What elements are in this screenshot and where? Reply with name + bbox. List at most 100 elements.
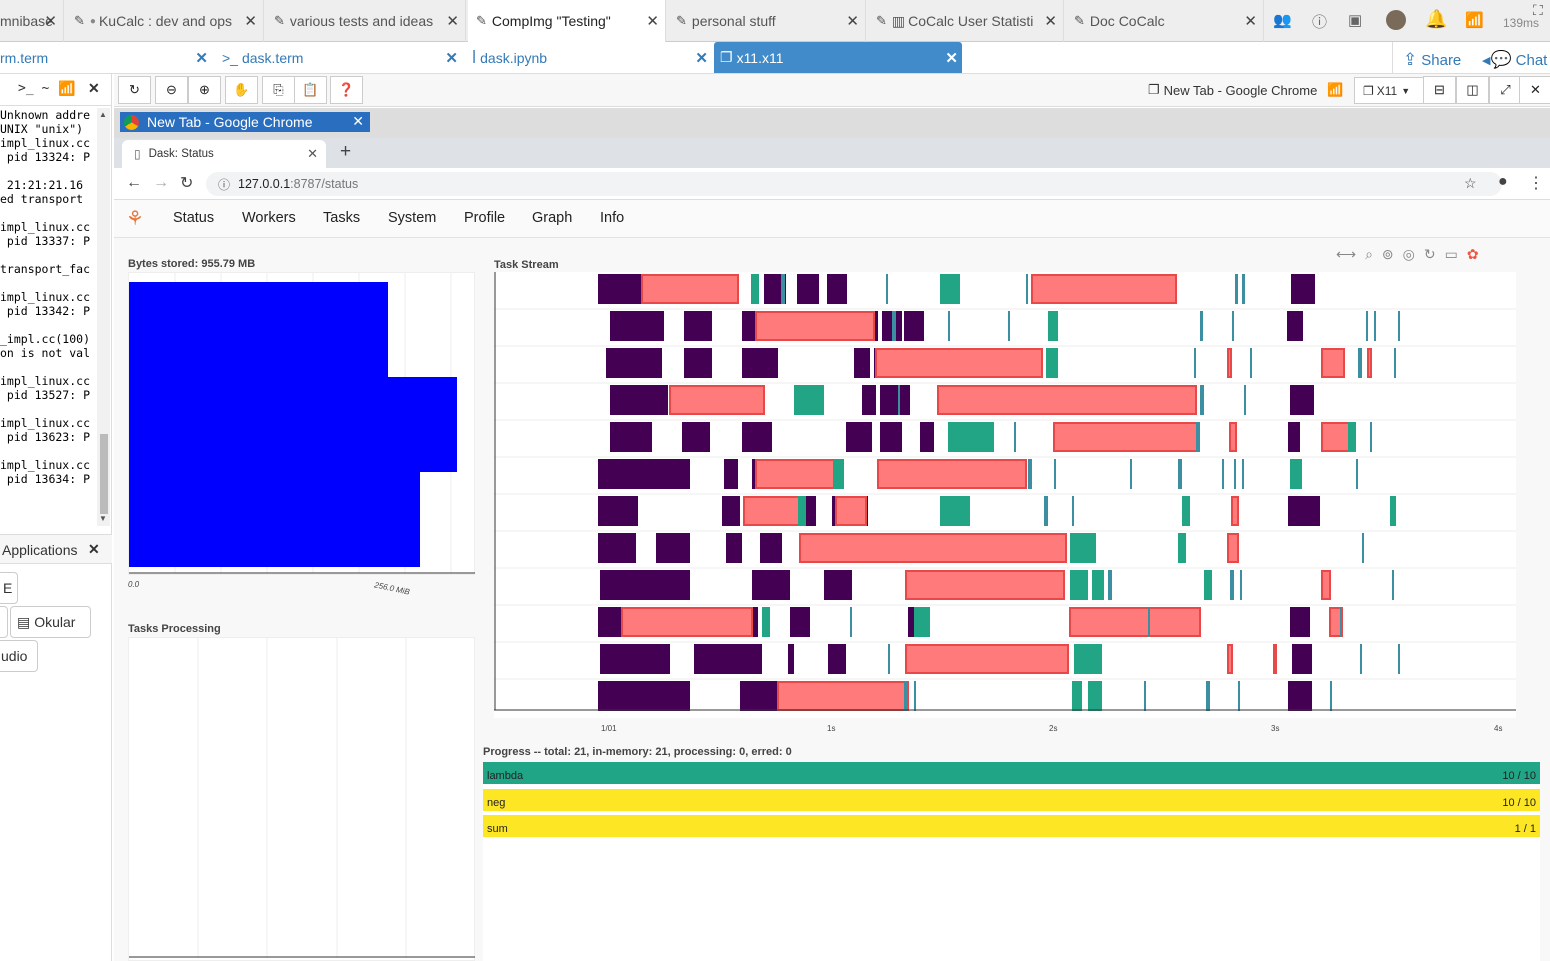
refresh-button[interactable]: ↻ [118, 76, 151, 104]
wheel-zoom-icon[interactable]: ⊚ [1381, 246, 1394, 262]
task-block[interactable] [1366, 311, 1368, 341]
task-block[interactable] [694, 644, 762, 674]
terminal-output[interactable]: Unknown addre UNIX "unix") impl_linux.cc… [0, 108, 91, 486]
task-block[interactable] [669, 385, 765, 415]
task-block[interactable] [1273, 644, 1277, 674]
nav-graph[interactable]: Graph [532, 210, 573, 226]
task-block[interactable] [755, 311, 875, 341]
task-block[interactable] [828, 644, 846, 674]
task-block[interactable] [1356, 459, 1358, 489]
task-block[interactable] [824, 570, 852, 600]
task-block[interactable] [1244, 385, 1246, 415]
task-block[interactable] [1072, 681, 1082, 711]
task-block[interactable] [940, 496, 970, 526]
task-block[interactable] [606, 348, 662, 378]
close-frame-button[interactable]: ✕ [1519, 76, 1550, 104]
task-block[interactable] [1070, 570, 1088, 600]
x11-window-selector[interactable]: ❐ X11 ▼ [1354, 77, 1424, 104]
task-block[interactable] [875, 348, 1043, 378]
task-block[interactable] [1291, 274, 1315, 304]
task-block[interactable] [892, 311, 896, 341]
users-icon[interactable]: 👥 [1273, 12, 1292, 29]
task-block[interactable] [888, 644, 890, 674]
file-tab[interactable]: rm.term ✕ [0, 42, 212, 74]
task-block[interactable] [797, 274, 819, 304]
task-block[interactable] [914, 607, 930, 637]
chrome-tab[interactable]: ▯ Dask: Status ✕ [122, 140, 326, 168]
task-block[interactable] [1288, 681, 1312, 711]
task-block[interactable] [1398, 311, 1400, 341]
paste-button[interactable]: 📋 [294, 76, 327, 104]
scroll-down-icon[interactable]: ▼ [99, 514, 107, 523]
task-block[interactable] [898, 385, 900, 415]
account-icon[interactable]: ● [1498, 173, 1508, 190]
close-icon[interactable]: ✕ [244, 13, 257, 30]
task-block[interactable] [1014, 422, 1016, 452]
task-block[interactable] [610, 422, 652, 452]
close-icon[interactable]: ✕ [88, 541, 100, 557]
zoom-in-button[interactable]: ⊕ [188, 76, 221, 104]
task-block[interactable] [1394, 348, 1396, 378]
info-icon[interactable]: ⓘ [1312, 14, 1328, 31]
task-block[interactable] [788, 644, 794, 674]
app-button[interactable]: udio [0, 640, 38, 672]
bokeh-logo-icon[interactable]: ✿ [1466, 246, 1479, 262]
task-block[interactable] [1200, 385, 1204, 415]
help-button[interactable]: ❓ [330, 76, 363, 104]
task-block[interactable] [1360, 644, 1362, 674]
task-block[interactable] [610, 385, 668, 415]
task-block[interactable] [755, 459, 835, 489]
split-vertical-button[interactable]: ⊟ [1423, 76, 1456, 104]
task-block[interactable] [1227, 348, 1232, 378]
task-block[interactable] [752, 570, 790, 600]
task-block[interactable] [1374, 311, 1376, 341]
project-tab[interactable]: ✎ Doc CoCalc ✕ [1066, 0, 1264, 42]
task-block[interactable] [742, 348, 778, 378]
task-block[interactable] [1288, 496, 1320, 526]
task-block[interactable] [1330, 681, 1332, 711]
file-tab[interactable]: ꟾ dask.ipynb ✕ [466, 42, 712, 74]
new-tab-icon[interactable]: + [340, 141, 352, 162]
task-block[interactable] [598, 496, 638, 526]
task-block[interactable] [1358, 348, 1362, 378]
task-block[interactable] [1290, 459, 1302, 489]
task-block[interactable] [1008, 311, 1010, 341]
task-block[interactable] [751, 274, 759, 304]
task-stream-plot[interactable] [494, 272, 1516, 718]
task-block[interactable] [904, 681, 908, 711]
close-icon[interactable]: ✕ [307, 146, 318, 161]
task-block[interactable] [600, 570, 690, 600]
project-tab[interactable]: mnibase ✕ [0, 0, 64, 42]
files-icon[interactable]: ▣ [1348, 12, 1363, 29]
nav-system[interactable]: System [388, 210, 437, 226]
task-block[interactable] [1234, 459, 1236, 489]
task-block[interactable] [1227, 533, 1239, 563]
task-block[interactable] [1028, 459, 1032, 489]
star-icon[interactable]: ☆ [1464, 175, 1477, 191]
task-block[interactable] [742, 422, 772, 452]
task-block[interactable] [1070, 533, 1096, 563]
avatar[interactable] [1386, 10, 1406, 30]
task-block[interactable] [621, 607, 753, 637]
task-block[interactable] [1321, 348, 1345, 378]
task-block[interactable] [1348, 422, 1356, 452]
nav-tasks[interactable]: Tasks [323, 210, 361, 226]
task-block[interactable] [1088, 644, 1102, 674]
task-block[interactable] [682, 422, 710, 452]
task-block[interactable] [1250, 348, 1252, 378]
box-zoom-icon[interactable]: ⌕ [1365, 246, 1373, 262]
task-block[interactable] [1072, 496, 1074, 526]
task-block[interactable] [905, 570, 1065, 600]
task-block[interactable] [1238, 681, 1240, 711]
close-icon[interactable]: ✕ [446, 13, 459, 30]
task-block[interactable] [1092, 570, 1104, 600]
url-bar[interactable]: ⓘ 127.0.0.1:8787/status [206, 172, 1502, 196]
menu-icon[interactable]: ⋮ [1528, 175, 1544, 192]
close-icon[interactable]: ✕ [352, 113, 364, 129]
task-block[interactable] [827, 274, 847, 304]
task-block[interactable] [1200, 311, 1203, 341]
file-tab[interactable]: >_ dask.term ✕ [216, 42, 462, 74]
task-block[interactable] [1130, 459, 1132, 489]
task-block[interactable] [940, 274, 960, 304]
task-block[interactable] [1182, 496, 1190, 526]
